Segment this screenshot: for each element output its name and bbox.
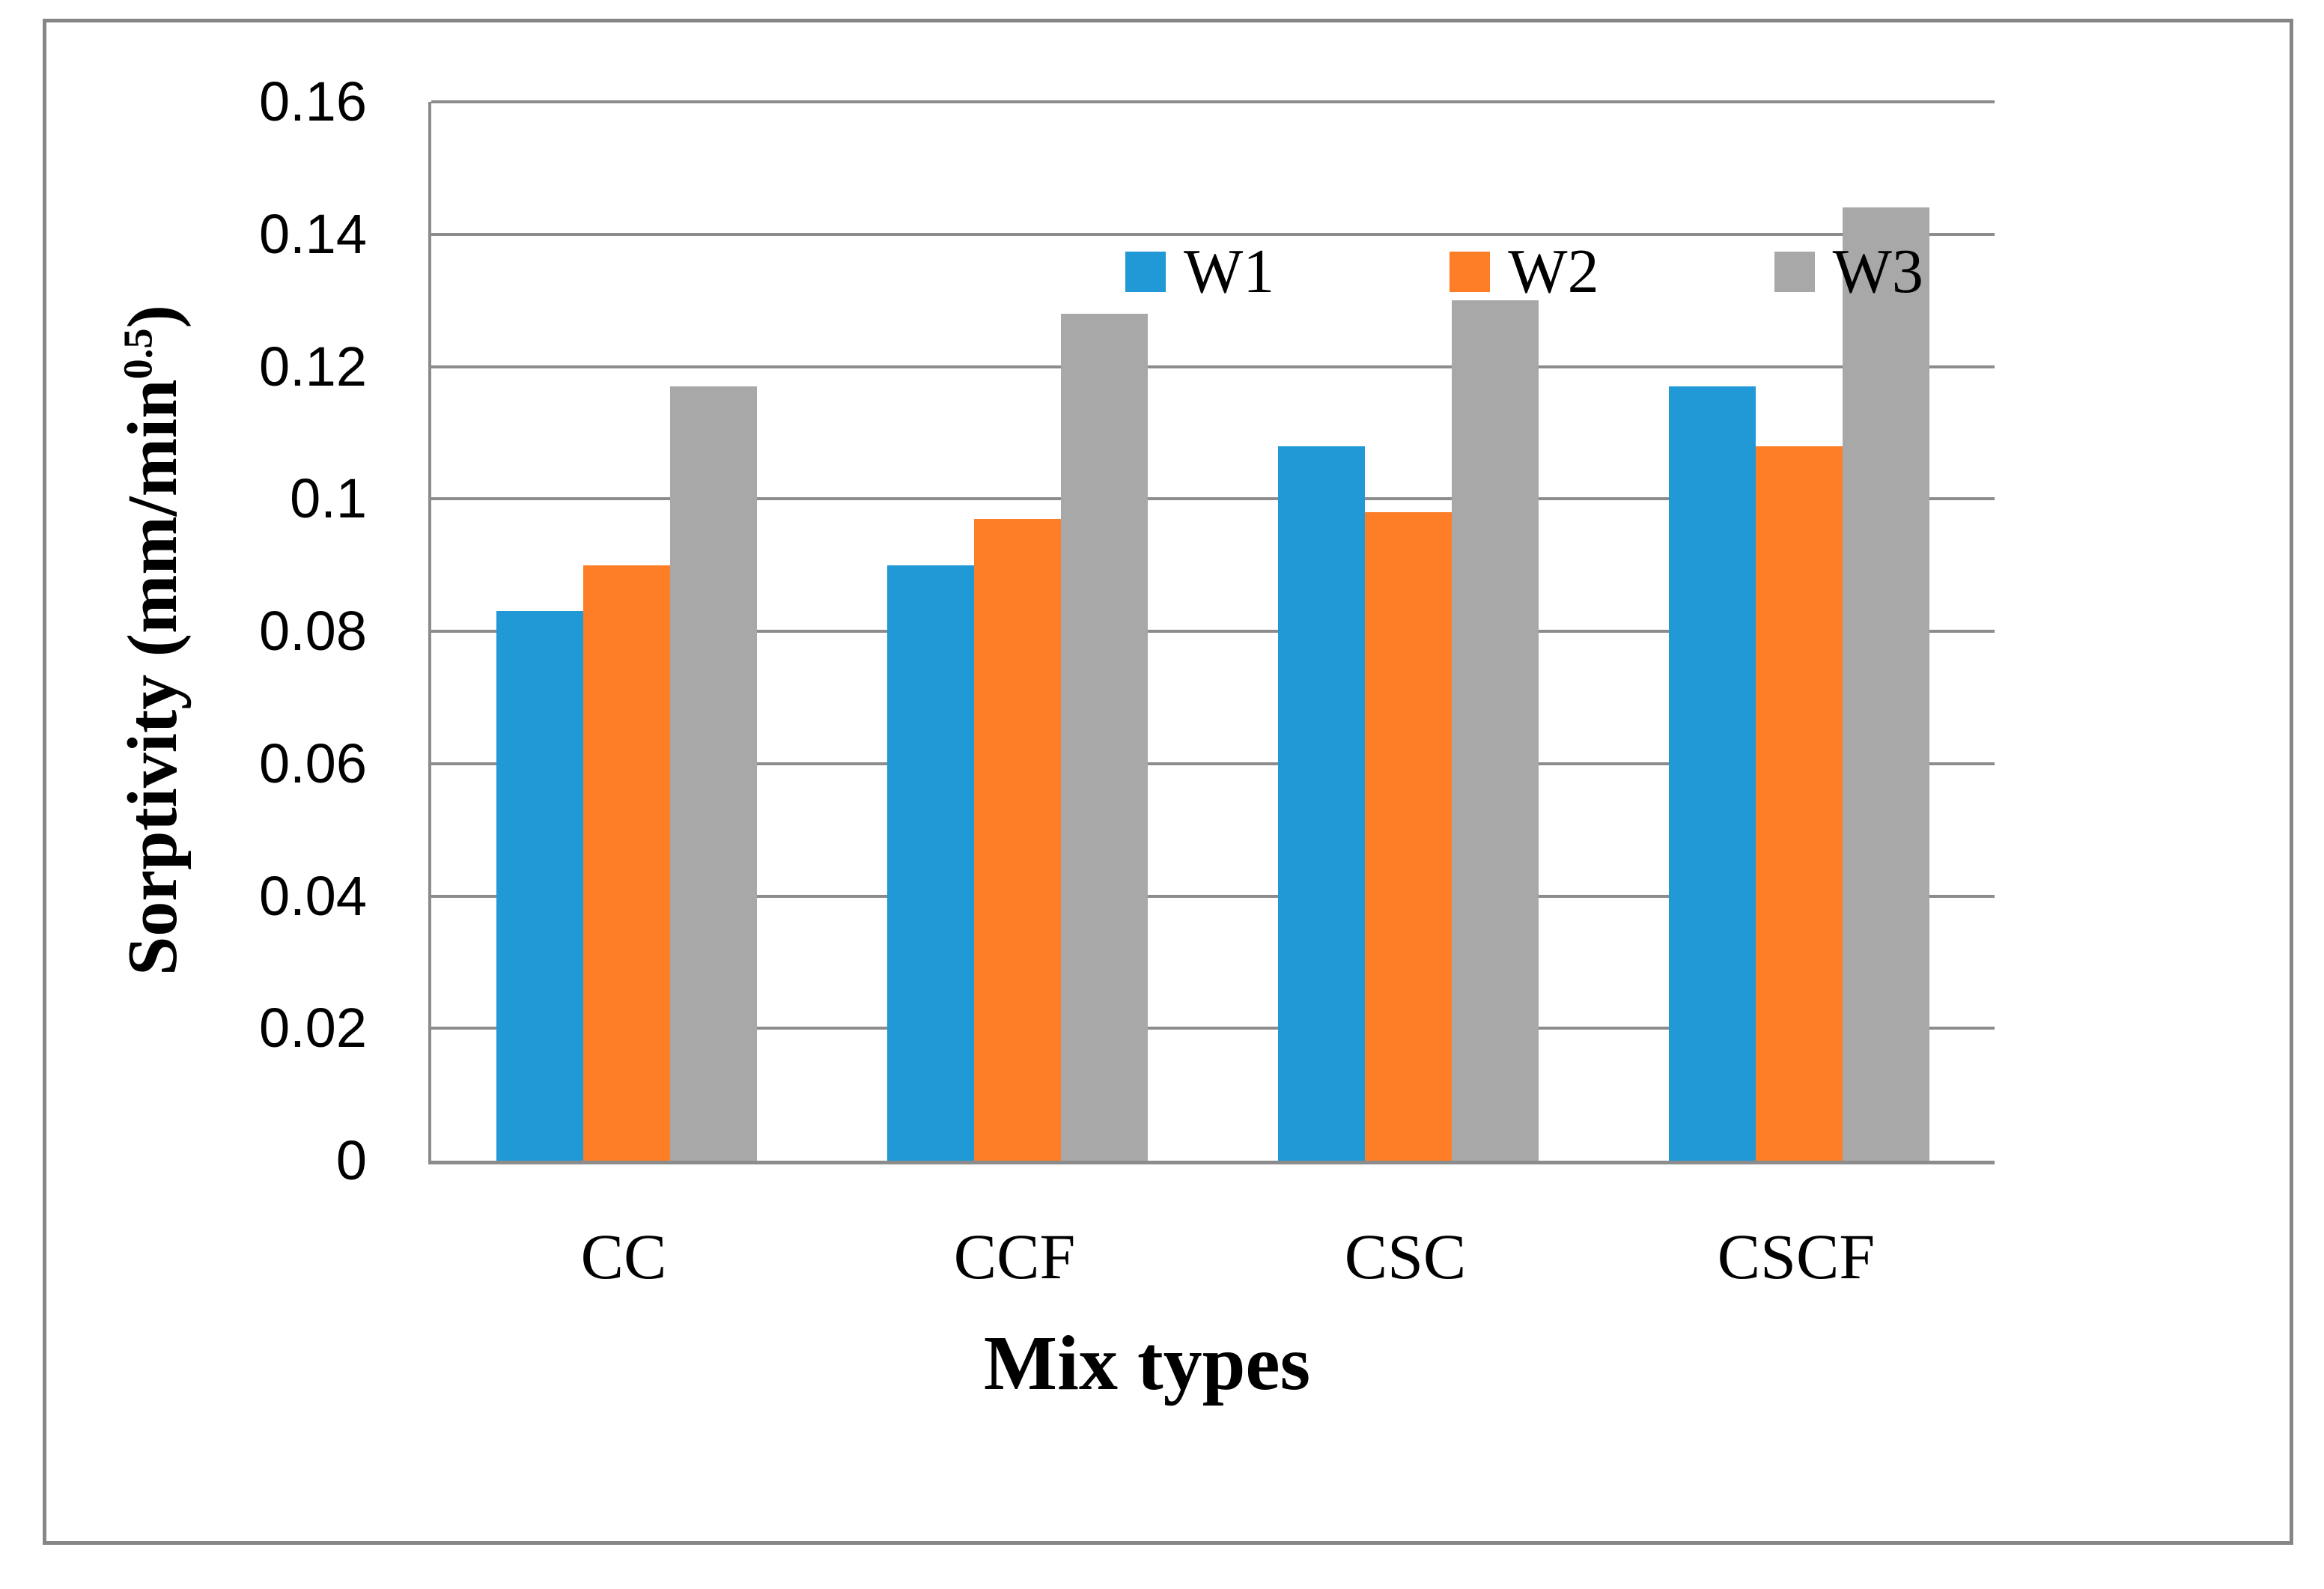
- bar-W2-CSC: [1365, 512, 1452, 1161]
- y-tick-label-0.02: 0.02: [258, 997, 367, 1059]
- bar-group-CC: [431, 102, 822, 1161]
- bar-group-CSC: [1213, 102, 1604, 1161]
- gridline-0.12: [431, 365, 1995, 368]
- x-tick-label-CSCF: CSCF: [1717, 1221, 1876, 1292]
- bar-W1-CC: [496, 611, 583, 1161]
- bars-layer: [431, 102, 1995, 1161]
- y-tick-label-0: 0: [335, 1129, 367, 1191]
- y-axis-tick-labels: 0.16 0.14 0.12 0.1 0.08 0.06 0.04 0.02 0: [0, 0, 367, 1589]
- x-axis-title: Mix types: [983, 1320, 1311, 1406]
- bar-W1-CSCF: [1669, 386, 1756, 1161]
- plot-area: W1 W2 W3: [428, 100, 1995, 1164]
- y-tick-label-0.08: 0.08: [258, 600, 367, 662]
- x-axis-tick-labels: CC CCF CSC CSCF: [428, 1212, 1992, 1301]
- legend-swatch-w1: [1125, 252, 1166, 292]
- bar-W3-CCF: [1061, 314, 1148, 1161]
- bar-group-CSCF: [1604, 102, 1995, 1161]
- bar-W1-CSC: [1278, 446, 1365, 1161]
- bar-W2-CCF: [974, 519, 1061, 1161]
- y-tick-label-0.06: 0.06: [258, 732, 367, 794]
- gridline-0.14: [431, 233, 1995, 236]
- x-tick-label-CSC: CSC: [1344, 1221, 1467, 1292]
- y-tick-label-0.14: 0.14: [258, 203, 367, 265]
- legend-swatch-w2: [1450, 252, 1491, 292]
- bar-W3-CC: [670, 386, 757, 1161]
- x-tick-label-CCF: CCF: [953, 1221, 1076, 1292]
- bar-W3-CSC: [1452, 300, 1539, 1161]
- legend: W1 W2 W3: [1125, 237, 1923, 306]
- figure-border: [43, 19, 2293, 1545]
- gridline-0.02: [431, 1027, 1995, 1030]
- gridline-0.04: [431, 895, 1995, 898]
- legend-label-w2: W2: [1508, 237, 1599, 306]
- legend-item-w1: W1: [1125, 237, 1275, 306]
- bar-W1-CCF: [887, 565, 974, 1161]
- bar-W3-CSCF: [1843, 207, 1929, 1161]
- bar-W2-CC: [583, 565, 670, 1161]
- gridline-0.16: [431, 100, 1995, 103]
- bar-group-CCF: [822, 102, 1213, 1161]
- y-tick-label-0.04: 0.04: [258, 865, 367, 927]
- legend-label-w1: W1: [1184, 237, 1275, 306]
- y-tick-label-0.16: 0.16: [258, 70, 367, 133]
- y-tick-label-0.12: 0.12: [258, 335, 367, 398]
- gridline-0.1: [431, 497, 1995, 500]
- legend-item-w3: W3: [1774, 237, 1923, 306]
- gridline-0.08: [431, 630, 1995, 633]
- x-tick-label-CC: CC: [580, 1221, 667, 1292]
- y-tick-label-0.1: 0.1: [290, 467, 367, 529]
- legend-label-w3: W3: [1832, 237, 1923, 306]
- bar-W2-CSCF: [1756, 446, 1843, 1161]
- legend-item-w2: W2: [1450, 237, 1599, 306]
- legend-swatch-w3: [1774, 252, 1815, 292]
- gridline-0.06: [431, 762, 1995, 765]
